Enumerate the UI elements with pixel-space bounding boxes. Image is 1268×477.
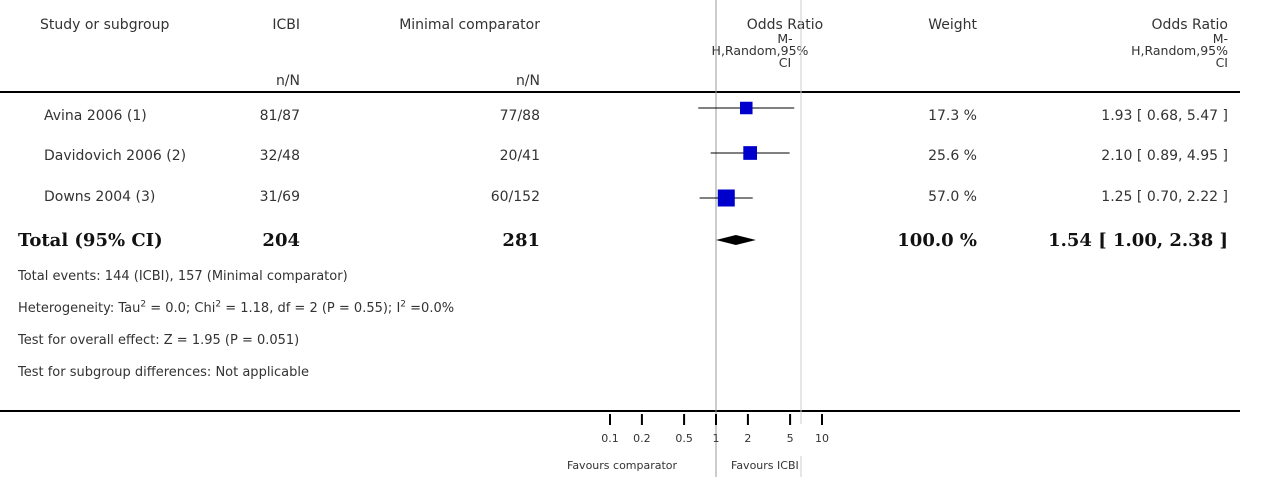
axis-tick-label: 0.5 (675, 432, 693, 445)
total-icbi: 204 (262, 230, 300, 251)
study-icbi: 81/87 (259, 108, 300, 124)
study-comparator: 60/152 (490, 189, 540, 205)
subgroup-note: Test for subgroup differences: Not appli… (18, 365, 310, 380)
study-ci-text: 2.10 [ 0.89, 4.95 ] (1101, 148, 1228, 164)
heterogeneity-note: Heterogeneity: Tau2 = 0.0; Chi2 = 1.18, … (18, 299, 455, 316)
header-odds-ratio-2-model: H,Random,95% (1131, 43, 1228, 58)
header-odds-ratio-method: M- (777, 31, 793, 46)
study-comparator: 77/88 (499, 108, 540, 124)
header-icbi: ICBI (272, 17, 300, 33)
header-odds-ratio-model: H,Random,95% (711, 43, 809, 58)
overall-effect-note: Test for overall effect: Z = 1.95 (P = 0… (18, 333, 300, 348)
header-odds-ratio-ci: CI (778, 55, 792, 70)
study-weight: 57.0 % (928, 189, 977, 205)
header-odds-ratio-2: Odds Ratio (1151, 17, 1228, 33)
study-icbi: 31/69 (259, 189, 300, 205)
pooled-diamond (716, 235, 756, 245)
study-marker (717, 189, 735, 207)
axis-tick-label: 5 (787, 432, 794, 445)
header-study: Study or subgroup (40, 17, 170, 33)
header-rule (0, 91, 1240, 93)
total-ci-text: 1.54 [ 1.00, 2.38 ] (1048, 230, 1228, 251)
study-ci-text: 1.25 [ 0.70, 2.22 ] (1101, 189, 1228, 205)
study-name: Downs 2004 (3) (44, 189, 156, 205)
study-weight: 17.3 % (928, 108, 977, 124)
axis-tick-label: 2 (744, 432, 751, 445)
header-odds-ratio-2-ci: CI (1215, 55, 1228, 70)
study-comparator: 20/41 (499, 148, 540, 164)
axis-tick-label: 10 (815, 432, 829, 445)
header-odds-ratio-2-method: M- (1212, 31, 1228, 46)
header-comparator: Minimal comparator (399, 17, 540, 33)
study-weight: 25.6 % (928, 148, 977, 164)
study-name: Avina 2006 (1) (44, 108, 147, 124)
study-marker (740, 101, 753, 115)
study-icbi: 32/48 (259, 148, 300, 164)
axis-tick-label: 1 (713, 432, 720, 445)
study-marker (743, 146, 758, 160)
header-odds-ratio: Odds Ratio (746, 17, 824, 33)
axis-tick-label: 0.2 (633, 432, 651, 445)
total-events-note: Total events: 144 (ICBI), 157 (Minimal c… (18, 269, 348, 284)
header-weight: Weight (928, 17, 977, 33)
favours-comparator-label: Favours comparator (567, 459, 678, 472)
header-comparator-sub: n/N (515, 73, 540, 89)
total-label: Total (95% CI) (18, 230, 163, 251)
total-weight: 100.0 % (897, 230, 977, 251)
favours-icbi-label: Favours ICBI (731, 459, 799, 472)
axis-tick-label: 0.1 (601, 432, 619, 445)
study-name: Davidovich 2006 (2) (44, 148, 187, 164)
header-icbi-sub: n/N (275, 73, 300, 89)
footer-rule (0, 410, 1240, 412)
total-comparator: 281 (502, 230, 540, 251)
study-ci-text: 1.93 [ 0.68, 5.47 ] (1101, 108, 1228, 124)
